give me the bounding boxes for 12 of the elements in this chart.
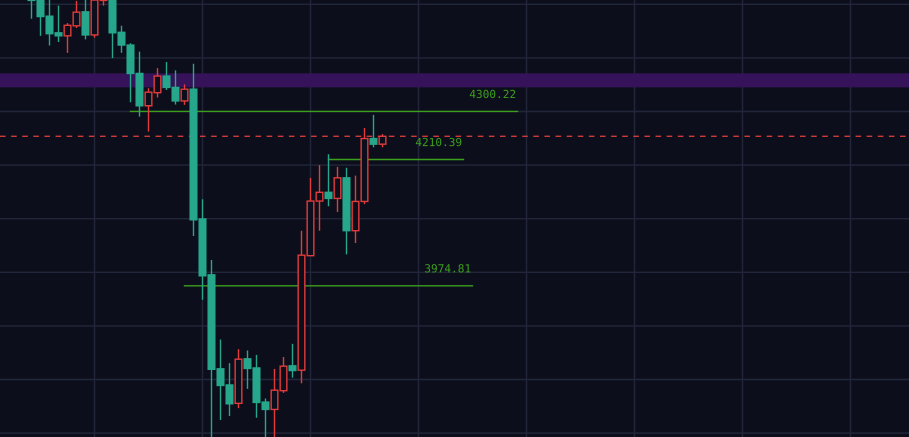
- candlestick: [324, 154, 333, 207]
- candlestick: [180, 84, 189, 106]
- candlestick: [378, 133, 387, 148]
- candlestick: [81, 0, 90, 40]
- candlestick: [342, 167, 351, 256]
- series-label: 4300.22: [470, 90, 516, 98]
- candlestick: [234, 348, 243, 409]
- series-label: 3974.81: [425, 264, 470, 273]
- candlestick: [369, 114, 378, 148]
- candlestick: [288, 343, 297, 378]
- series-label: 4210.39: [416, 138, 462, 146]
- candlestick: [333, 166, 342, 213]
